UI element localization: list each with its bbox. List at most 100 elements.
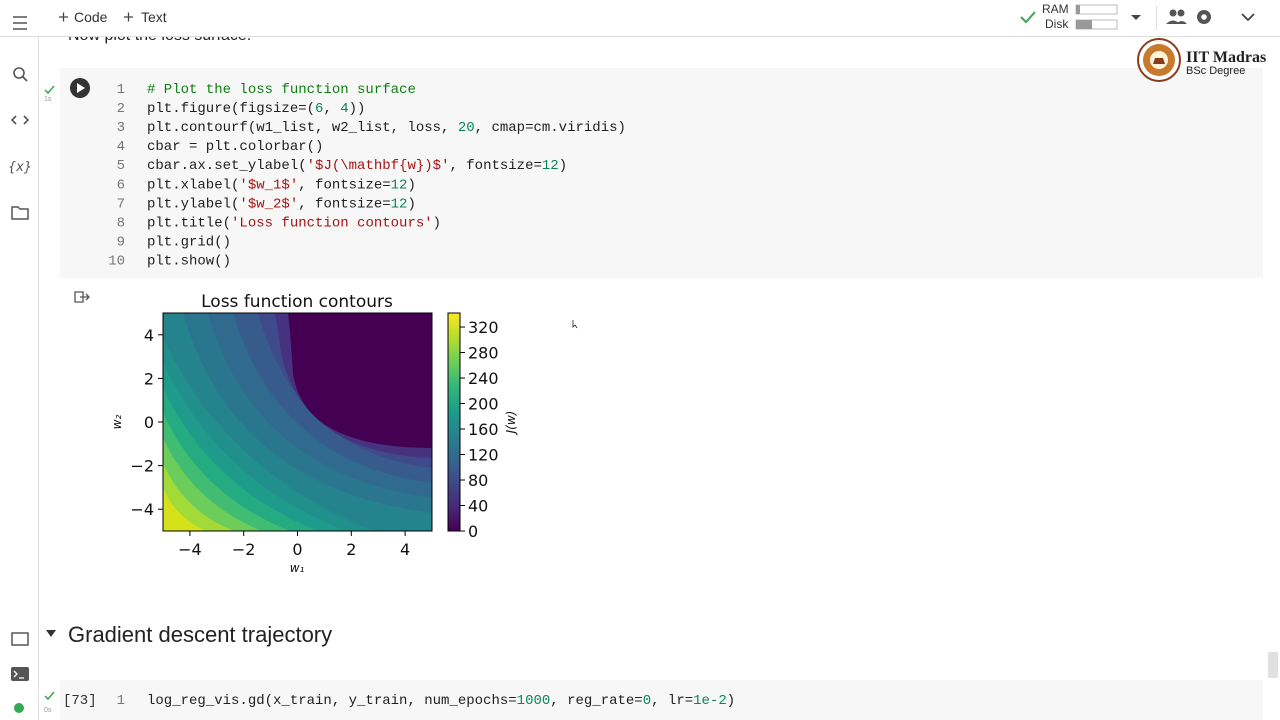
code-token: ): [727, 693, 735, 709]
search-icon[interactable]: [13, 67, 28, 82]
notebook-content: Now plot the loss surface. 1s 1# Plot th…: [44, 27, 1278, 720]
code-token: cbar.ax.set_ylabel(: [147, 158, 307, 174]
line-number: 1: [117, 693, 125, 709]
line-number: 4: [117, 139, 125, 155]
exec-check: [44, 691, 55, 701]
code-cell[interactable]: [60, 680, 1263, 720]
y-tick-label: −4: [130, 500, 154, 519]
colorbar-label: J(w): [504, 411, 518, 436]
code-line: plt.grid(): [147, 234, 231, 250]
colorbar-tick-label: 320: [468, 318, 499, 337]
logo-name: IIT Madras: [1186, 49, 1266, 66]
code-cell[interactable]: [60, 68, 1263, 278]
snippets-icon[interactable]: [10, 115, 30, 125]
code-token: '$J(\mathbf{w})$': [307, 158, 450, 174]
sidebar: {x}: [0, 0, 39, 720]
code-token: log_reg_vis.gd(x_train, y_train, num_epo…: [147, 693, 517, 709]
code-token: plt.contourf(w1_list, w2_list, loss,: [147, 120, 458, 136]
plus-icon: [124, 12, 133, 22]
settings-icon[interactable]: [1197, 10, 1211, 24]
add-code-button[interactable]: Code: [74, 9, 108, 25]
line-number: 5: [117, 158, 125, 174]
y-axis-label: w₂: [110, 414, 124, 429]
status-dot: [14, 703, 24, 713]
code-token: ,: [323, 101, 340, 117]
x-tick-label: 0: [292, 540, 302, 559]
code-token: 1e-2: [693, 693, 727, 709]
ram-fill: [1076, 5, 1080, 14]
colorbar: [447, 312, 461, 532]
code-token: plt.ylabel(: [147, 196, 239, 212]
code-token: plt.show(): [147, 253, 231, 269]
line-number: 9: [117, 234, 125, 250]
code-token: , fontsize=: [298, 196, 390, 212]
code-line: log_reg_vis.gd(x_train, y_train, num_epo…: [147, 693, 735, 709]
code-token: '$w_2$': [239, 196, 298, 212]
code-token: 12: [542, 158, 559, 174]
colorbar-tick-label: 280: [468, 344, 499, 363]
y-tick-label: 0: [144, 413, 154, 432]
line-number: 6: [117, 177, 125, 193]
code-token: , reg_rate=: [550, 693, 642, 709]
run-icon: [77, 83, 85, 93]
files-icon[interactable]: [11, 206, 29, 220]
colorbar-tick-label: 80: [468, 471, 488, 490]
collapse-toolbar[interactable]: [1241, 13, 1255, 22]
line-number: 8: [117, 215, 125, 231]
line-number: 10: [108, 253, 125, 269]
code-line: plt.show(): [147, 253, 231, 269]
ram-label: RAM: [1042, 2, 1069, 16]
line-number: 2: [117, 101, 125, 117]
exec-time: 1s: [44, 96, 52, 103]
code-lines: 1 # Plot the loss function surface 2 plt.fi…: [108, 82, 626, 269]
code-token: 1000: [517, 693, 551, 709]
colorbar-tick-label: 200: [468, 395, 499, 414]
logo: IIT Madras BSc Degree: [1137, 38, 1266, 82]
code-token: 6: [315, 101, 323, 117]
code-line: cbar = plt.colorbar(): [147, 139, 323, 155]
ram-bar: [1075, 4, 1118, 15]
code-token: ): [407, 196, 415, 212]
command-icon[interactable]: [11, 632, 29, 646]
code-token: plt.title(: [147, 215, 231, 231]
chart: Loss function contours w₁ w₂ J(w) −4 −2 0 2…: [110, 292, 518, 575]
toolbar: Code Text RAM Disk: [0, 0, 1280, 37]
contour-fill: [163, 313, 432, 531]
x-tick-label: 2: [346, 540, 356, 559]
resources-dropdown[interactable]: [1131, 15, 1141, 20]
terminal-icon[interactable]: [11, 667, 29, 681]
colorbar-tick-label: 240: [468, 369, 499, 388]
line-number: 3: [117, 120, 125, 136]
collapse-arrow[interactable]: [46, 630, 56, 637]
code-token: ): [407, 177, 415, 193]
code-token: , fontsize=: [449, 158, 541, 174]
y-tick-label: 4: [144, 326, 154, 345]
exec-check: [44, 85, 55, 95]
scrollbar[interactable]: [1268, 652, 1278, 678]
code-token: 4: [340, 101, 348, 117]
code-line: plt.contourf(w1_list, w2_list, loss, 20,…: [147, 120, 626, 136]
code-line: plt.title('Loss function contours'): [147, 215, 441, 231]
code-token: 20: [458, 120, 475, 136]
code-token: )): [349, 101, 366, 117]
variables-icon[interactable]: {x}: [8, 160, 32, 175]
y-tick-label: −2: [130, 457, 154, 476]
chart-title: Loss function contours: [201, 292, 393, 312]
colorbar-tick-label: 0: [468, 522, 478, 541]
y-tick-label: 2: [144, 369, 154, 388]
x-tick-label: −4: [178, 540, 202, 559]
exec-time: 0s: [44, 707, 52, 714]
menu-icon[interactable]: [13, 16, 27, 30]
code-token: 0: [643, 693, 651, 709]
logo-subtitle: BSc Degree: [1186, 65, 1245, 77]
code-token: , lr=: [651, 693, 693, 709]
share-icon[interactable]: [1166, 9, 1187, 25]
output-icon[interactable]: [74, 291, 90, 303]
execution-count: [73]: [63, 693, 97, 709]
code-line: plt.figure(figsize=(6, 4)): [147, 101, 365, 117]
add-text-button[interactable]: Text: [141, 9, 167, 25]
code-line: # Plot the loss function surface: [147, 82, 416, 98]
colorbar-tick-label: 160: [468, 420, 499, 439]
